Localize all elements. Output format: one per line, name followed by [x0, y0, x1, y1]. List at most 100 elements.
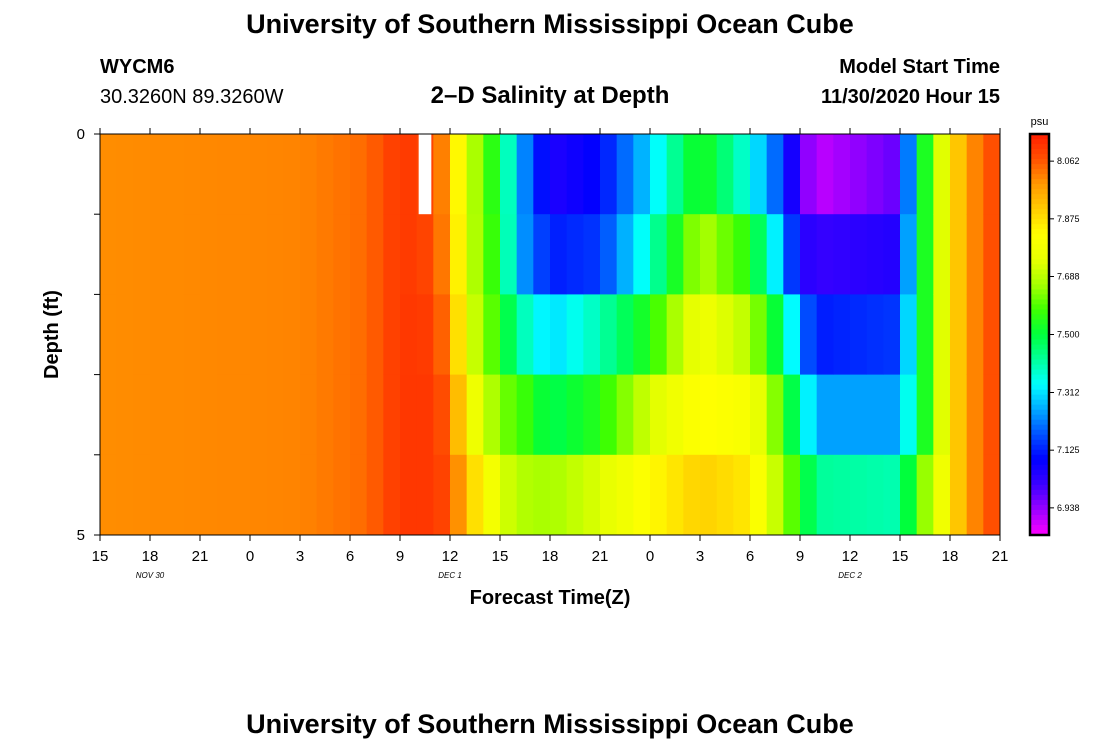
- colorbar-cell: [1030, 154, 1049, 160]
- heatmap-cell: [750, 374, 768, 456]
- colorbar-tick-label: 7.500: [1057, 330, 1080, 340]
- heatmap-cell: [216, 214, 234, 295]
- heatmap-cell: [400, 214, 418, 295]
- x-tick-label: 3: [696, 548, 704, 565]
- heatmap-cell: [950, 294, 968, 375]
- colorbar-cell: [1030, 434, 1049, 441]
- heatmap-cell: [483, 294, 501, 375]
- x-tick-label: 18: [942, 548, 959, 565]
- colorbar-cell: [1030, 449, 1049, 456]
- heatmap-cell: [466, 454, 484, 536]
- heatmap-cell: [983, 134, 1001, 215]
- heatmap-cell: [233, 294, 251, 375]
- heatmap-cell: [266, 454, 284, 536]
- heatmap-cell: [433, 294, 451, 375]
- heatmap-cell: [200, 294, 218, 375]
- heatmap-cell: [866, 134, 884, 215]
- heatmap-cell: [100, 374, 118, 456]
- y-axis-label: Depth (ft): [41, 290, 63, 379]
- heatmap-cell: [700, 374, 718, 456]
- plot-frame: [99, 133, 1001, 536]
- heatmap-cell: [850, 294, 868, 375]
- colorbar-cell: [1030, 319, 1049, 325]
- heatmap-cell: [750, 214, 768, 295]
- heatmap-cell: [333, 214, 351, 295]
- heatmap-cells: [100, 134, 1001, 536]
- model-start-value: 11/30/2020 Hour 15: [820, 86, 1000, 108]
- date-label: NOV 30: [136, 571, 165, 580]
- x-tick-label: 15: [92, 548, 109, 565]
- heatmap-cell: [733, 374, 751, 456]
- heatmap-cell: [483, 374, 501, 456]
- heatmap-cell: [416, 214, 434, 295]
- heatmap-cell: [100, 454, 118, 536]
- heatmap-cell: [366, 134, 384, 215]
- heatmap-cell: [983, 374, 1001, 456]
- heatmap-cell: [250, 374, 268, 456]
- heatmap-cell: [633, 134, 651, 215]
- heatmap-cell: [866, 294, 884, 375]
- colorbar-cell: [1030, 299, 1049, 305]
- colorbar-unit-label: psu: [1031, 116, 1049, 128]
- colorbar-cell: [1030, 469, 1049, 476]
- heatmap-cell: [316, 134, 334, 215]
- colorbar-cell: [1030, 289, 1049, 295]
- colorbar-cell: [1030, 179, 1049, 185]
- heatmap-cell: [450, 374, 468, 456]
- heatmap-cell: [533, 454, 551, 536]
- heatmap-cell: [683, 454, 701, 536]
- heatmap-cell: [666, 454, 684, 536]
- heatmap-cell: [366, 294, 384, 375]
- heatmap-cell: [633, 214, 651, 295]
- date-label: DEC 1: [438, 571, 462, 580]
- colorbar-cell: [1030, 379, 1049, 386]
- heatmap-cell: [583, 374, 601, 456]
- x-tick-label: 21: [592, 548, 609, 565]
- colorbar-cell: [1030, 159, 1049, 165]
- heatmap-cell: [583, 134, 601, 215]
- heatmap-cell: [100, 134, 118, 215]
- heatmap-cell: [816, 294, 834, 375]
- heatmap-cell: [233, 134, 251, 215]
- heatmap-cell: [766, 374, 784, 456]
- colorbar-cell: [1030, 294, 1049, 300]
- heatmap-cell: [900, 294, 918, 375]
- heatmap-cell: [366, 374, 384, 456]
- colorbar-cell: [1030, 264, 1049, 270]
- colorbar-cell: [1030, 184, 1049, 190]
- colorbar-tick-label: 7.688: [1057, 272, 1080, 282]
- heatmap-cell: [233, 374, 251, 456]
- heatmap-cell: [383, 294, 401, 375]
- colorbar-cell: [1030, 499, 1049, 506]
- heatmap-cell: [816, 454, 834, 536]
- missing-data-gap: [418, 134, 432, 215]
- heatmap-cell: [133, 214, 151, 295]
- heatmap-cell: [933, 134, 951, 215]
- colorbar-cell: [1030, 514, 1049, 521]
- heatmap-cell: [150, 294, 168, 375]
- heatmap-cell: [850, 214, 868, 295]
- colorbar-cell: [1030, 509, 1049, 516]
- heatmap-cell: [566, 214, 584, 295]
- colorbar-cell: [1030, 134, 1049, 140]
- heatmap-cell: [666, 134, 684, 215]
- heatmap-cell: [366, 214, 384, 295]
- heatmap-cell: [116, 454, 134, 536]
- heatmap-cell: [783, 454, 801, 536]
- heatmap-cell: [200, 214, 218, 295]
- heatmap-cell: [600, 454, 618, 536]
- heatmap-cell: [983, 454, 1001, 536]
- colorbar-cell: [1030, 259, 1049, 265]
- heatmap-cell: [666, 214, 684, 295]
- colorbar-tick-label: 7.125: [1057, 445, 1080, 455]
- colorbar-cell: [1030, 454, 1049, 461]
- heatmap-cell: [450, 454, 468, 536]
- station-id: WYCM6: [100, 56, 175, 78]
- heatmap-cell: [766, 454, 784, 536]
- colorbar-cell: [1030, 364, 1049, 371]
- colorbar-cell: [1030, 339, 1049, 346]
- heatmap-cell: [700, 294, 718, 375]
- heatmap-cell: [350, 374, 368, 456]
- heatmap-cell: [333, 294, 351, 375]
- heatmap-cell: [683, 134, 701, 215]
